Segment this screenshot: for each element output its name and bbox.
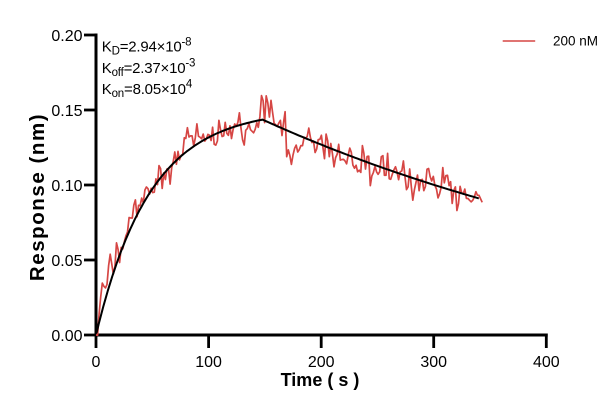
svg-text:0.20: 0.20 [51,28,82,45]
svg-text:200 nM: 200 nM [553,34,598,49]
svg-text:Time ( s ): Time ( s ) [281,370,360,390]
svg-text:400: 400 [533,354,560,371]
svg-text:200: 200 [308,354,335,371]
svg-text:Koff=2.37×10-3: Koff=2.37×10-3 [102,58,195,79]
svg-text:0.10: 0.10 [51,178,82,195]
svg-text:0.15: 0.15 [51,103,82,120]
svg-text:Kon=8.05×104: Kon=8.05×104 [102,79,193,100]
svg-text:Response (nm): Response (nm) [26,113,49,281]
svg-text:0.05: 0.05 [51,253,82,270]
svg-text:300: 300 [420,354,447,371]
svg-text:0.00: 0.00 [51,328,82,345]
svg-text:0: 0 [92,354,101,371]
svg-text:KD=2.94×10-8: KD=2.94×10-8 [102,36,192,57]
svg-text:100: 100 [195,354,222,371]
